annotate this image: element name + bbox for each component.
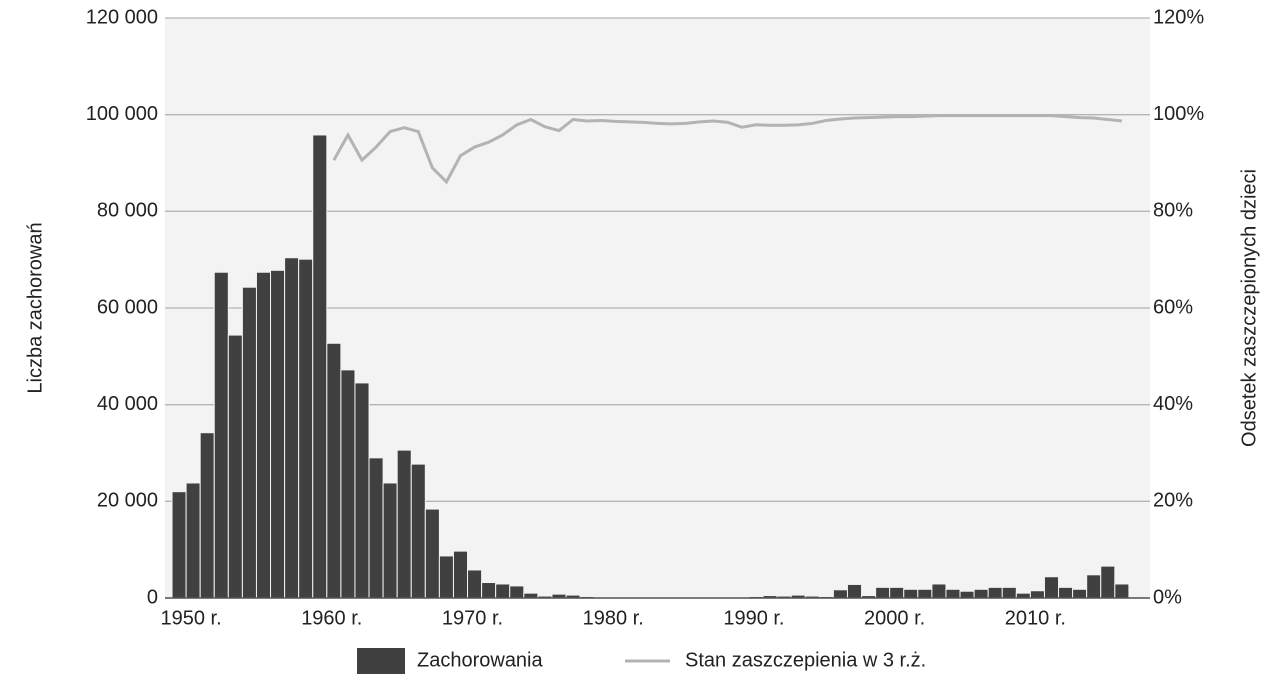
bar — [171, 491, 187, 599]
y-axis-title: Liczba zachorowań — [24, 222, 46, 393]
bar — [368, 457, 384, 599]
bar — [298, 258, 314, 599]
x-tick-label: 1960 r. — [301, 607, 362, 629]
bar — [213, 271, 229, 599]
bar — [945, 588, 961, 599]
line — [332, 114, 1123, 185]
legend-label: Stan zaszczepienia w 3 r.ż. — [685, 649, 926, 671]
bar — [354, 382, 370, 599]
y2-axis-title: Odsetek zaszczepionych dzieci — [1238, 169, 1260, 447]
x-tick-label: 1980 r. — [583, 607, 644, 629]
bar — [1114, 583, 1130, 599]
bar — [284, 257, 300, 599]
x-tick-label: 2000 r. — [864, 607, 925, 629]
y-tick-label: 60 000 — [97, 296, 158, 318]
y2-tick-label: 120% — [1153, 6, 1204, 28]
x-tick-label: 2010 r. — [1005, 607, 1066, 629]
bar — [396, 449, 412, 599]
bar — [917, 588, 933, 599]
bar — [987, 586, 1003, 599]
bar — [270, 269, 286, 599]
bar — [340, 369, 356, 599]
bar — [832, 589, 848, 599]
bar — [1058, 586, 1074, 599]
bar — [467, 569, 483, 599]
bar — [973, 588, 989, 599]
y-tick-label: 40 000 — [97, 393, 158, 415]
bar — [185, 482, 201, 599]
bar — [1086, 574, 1102, 599]
y-tick-label: 100 000 — [86, 103, 158, 125]
x-tick-label: 1970 r. — [442, 607, 503, 629]
bar — [227, 334, 243, 599]
bar — [199, 432, 215, 599]
bar — [1001, 586, 1017, 599]
y-tick-label: 20 000 — [97, 490, 158, 512]
bar — [382, 482, 398, 599]
bar — [1043, 576, 1060, 599]
bar — [424, 508, 440, 599]
y2-tick-label: 40% — [1153, 393, 1193, 415]
y2-tick-label: 80% — [1153, 200, 1193, 222]
bar — [1072, 588, 1088, 599]
y-tick-label: 80 000 — [97, 200, 158, 222]
y-tick-label: 120 000 — [86, 6, 158, 28]
y-tick-label: 0 — [147, 586, 158, 608]
bar — [438, 555, 454, 599]
y2-tick-label: 60% — [1153, 296, 1193, 318]
bar — [889, 586, 905, 599]
bar — [1029, 590, 1045, 599]
bar — [1100, 565, 1116, 599]
bar — [846, 583, 863, 599]
x-tick-label: 1950 r. — [160, 607, 221, 629]
bar — [931, 583, 947, 599]
bar — [959, 590, 975, 599]
bar — [875, 586, 891, 599]
y2-tick-label: 0% — [1153, 586, 1182, 608]
bar — [495, 583, 511, 599]
bar — [326, 342, 342, 599]
bar — [481, 582, 497, 599]
x-tick-label: 1990 r. — [723, 607, 784, 629]
bar — [241, 286, 257, 599]
y2-tick-label: 20% — [1153, 490, 1193, 512]
bar — [312, 134, 328, 599]
y2-tick-label: 100% — [1153, 103, 1204, 125]
bar — [452, 550, 469, 599]
bar — [410, 463, 426, 599]
bar — [509, 585, 525, 599]
bar — [903, 588, 919, 599]
legend-swatch — [357, 648, 405, 674]
bar — [255, 271, 272, 599]
legend-label: Zachorowania — [417, 649, 544, 671]
